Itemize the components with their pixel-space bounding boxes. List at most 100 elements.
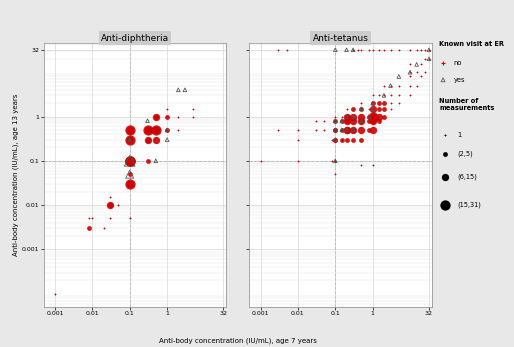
Y-axis label: Anti-body concentration (IU/mL), age 13 years: Anti-body concentration (IU/mL), age 13 … — [13, 94, 19, 256]
Point — [106, 216, 114, 221]
Point — [152, 127, 160, 133]
Text: no: no — [454, 60, 462, 66]
Point — [342, 114, 351, 119]
Point — [357, 118, 365, 124]
Point — [51, 291, 59, 297]
Point — [413, 62, 421, 67]
Point — [369, 47, 377, 53]
Point — [163, 114, 171, 119]
Point — [349, 114, 357, 119]
Point — [331, 127, 339, 133]
Point — [342, 137, 351, 143]
Point — [406, 93, 414, 98]
Point — [106, 202, 114, 208]
Point — [283, 47, 291, 53]
Point — [395, 74, 403, 79]
Point — [152, 114, 160, 119]
Point — [349, 47, 357, 53]
Point — [331, 118, 339, 124]
Point — [387, 47, 395, 53]
Point — [342, 127, 351, 133]
Point — [365, 47, 373, 53]
Point — [387, 106, 395, 111]
Point — [338, 127, 346, 133]
Point — [342, 114, 351, 119]
Point — [338, 114, 346, 119]
Point — [421, 69, 429, 75]
Point — [375, 100, 383, 106]
Point — [106, 202, 114, 208]
Point — [331, 171, 339, 177]
Point — [311, 127, 320, 133]
Point — [125, 216, 134, 221]
Point — [125, 158, 134, 163]
Point — [274, 47, 283, 53]
Point — [357, 114, 365, 119]
Point — [152, 158, 160, 163]
Point — [395, 100, 403, 106]
Point — [439, 60, 447, 66]
Point — [349, 127, 357, 133]
Point — [125, 127, 134, 133]
Point — [387, 93, 395, 98]
Point — [152, 127, 160, 133]
Point — [413, 47, 421, 53]
Point — [395, 93, 403, 98]
Point — [125, 158, 134, 163]
Point — [256, 158, 265, 163]
Point — [331, 47, 339, 53]
Point — [375, 93, 383, 98]
Point — [331, 118, 339, 124]
Point — [417, 74, 426, 79]
Point — [354, 47, 362, 53]
Point — [327, 158, 336, 163]
Point — [425, 56, 433, 62]
Point — [174, 127, 182, 133]
Point — [125, 137, 134, 143]
Point — [331, 158, 339, 163]
Point — [406, 47, 414, 53]
Point — [274, 127, 283, 133]
Point — [331, 158, 339, 163]
Point — [365, 127, 373, 133]
Point — [143, 118, 152, 124]
Point — [357, 106, 365, 111]
Point — [349, 47, 357, 53]
Point — [143, 137, 152, 143]
Point — [163, 106, 171, 111]
Point — [349, 106, 357, 111]
Point — [125, 158, 134, 163]
Point — [369, 118, 377, 124]
Point — [406, 83, 414, 88]
Text: Anti-body concentration (IU/mL), age 7 years: Anti-body concentration (IU/mL), age 7 y… — [159, 337, 317, 344]
Point — [189, 106, 197, 111]
Point — [163, 127, 171, 133]
Point — [375, 118, 383, 124]
Point — [342, 127, 351, 133]
Point — [331, 137, 339, 143]
Point — [331, 137, 339, 143]
Point — [320, 118, 328, 124]
Point — [331, 127, 339, 133]
Point — [342, 106, 351, 111]
Point — [331, 158, 339, 163]
Point — [143, 127, 152, 133]
Point — [395, 83, 403, 88]
Point — [152, 137, 160, 143]
Point — [357, 127, 365, 133]
Point — [387, 83, 395, 88]
Point — [331, 114, 339, 119]
Point — [342, 118, 351, 124]
Point — [375, 47, 383, 53]
Point — [425, 47, 433, 53]
Point — [380, 93, 388, 98]
Point — [311, 118, 320, 124]
Point — [380, 106, 388, 111]
Point — [294, 137, 302, 143]
Point — [294, 127, 302, 133]
Point — [143, 137, 152, 143]
Point — [375, 114, 383, 119]
Point — [331, 118, 339, 124]
Point — [125, 181, 134, 187]
Point — [357, 162, 365, 168]
